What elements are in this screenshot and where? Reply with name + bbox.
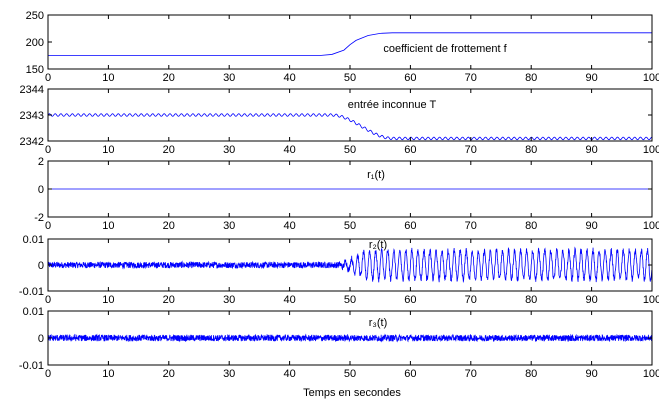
x-tick-label: 20 [163,368,175,380]
y-tick-label: -2 [34,212,44,224]
annotation-1: coefficient de frottement f [383,43,507,55]
x-tick-label: 30 [223,220,235,232]
axes-frame-2 [47,88,653,142]
series-line-5 [48,333,652,343]
series-line-4 [48,246,652,283]
x-tick-label: 30 [223,144,235,156]
x-tick-label: 20 [163,220,175,232]
x-tick-label: 90 [585,220,597,232]
x-tick-label: 50 [344,220,356,232]
x-tick-label: 0 [45,294,51,306]
x-tick-label: 80 [525,220,537,232]
x-tick-label: 0 [45,368,51,380]
x-tick-label: 30 [223,294,235,306]
x-tick-label: 60 [404,144,416,156]
annotation-2: entrée inconnue T [348,99,437,111]
x-tick-label: 70 [465,144,477,156]
x-tick-label: 80 [525,144,537,156]
x-tick-label: 80 [525,368,537,380]
x-tick-label: 90 [585,294,597,306]
x-tick-label: 10 [102,294,114,306]
x-tick-label: 40 [283,368,295,380]
x-tick-label: 40 [283,72,295,84]
x-tick-label: 40 [283,220,295,232]
x-tick-label: 50 [344,144,356,156]
x-tick-label: 0 [45,220,51,232]
x-tick-label: 40 [283,144,295,156]
x-tick-label: 0 [45,144,51,156]
x-tick-label: 70 [465,368,477,380]
x-tick-label: 40 [283,294,295,306]
annotation-5: r₃(t) [369,317,388,329]
x-tick-label: 20 [163,144,175,156]
subplot-2: 0 10 20 30 40 50 60 70 80 90 100 2342 2343 2344 entrée… [20,84,659,156]
x-tick-label: 60 [404,294,416,306]
x-tick-label: 70 [465,220,477,232]
y-tick-label: 2 [38,156,44,168]
y-tick-label: 0 [38,333,44,345]
x-tick-label: 20 [163,72,175,84]
y-tick-label: 0.01 [23,306,44,318]
x-tick-label: 100 [643,72,659,84]
x-tick-label: 90 [585,368,597,380]
x-tick-label: 30 [223,72,235,84]
x-tick-label: 50 [344,368,356,380]
y-tick-label: 2342 [20,136,44,148]
x-tick-label: 10 [102,72,114,84]
x-tick-label: 100 [643,368,659,380]
x-tick-label: 80 [525,72,537,84]
y-tick-label: 250 [26,10,44,22]
y-tick-label: 0 [38,260,44,272]
y-tick-label: -0.01 [19,286,44,298]
y-tick-label: 2343 [20,110,44,122]
x-tick-label: 60 [404,72,416,84]
x-tick-label: 100 [643,144,659,156]
x-tick-label: 10 [102,220,114,232]
x-tick-label: 10 [102,144,114,156]
x-tick-label: 90 [585,72,597,84]
x-tick-label: 60 [404,220,416,232]
y-tick-label: -0.01 [19,360,44,372]
x-axis-label: Temps en secondes [303,387,401,399]
series-line-1 [48,32,652,56]
y-tick-label: 2344 [20,84,44,96]
x-tick-label: 80 [525,294,537,306]
x-tick-label: 100 [643,294,659,306]
y-tick-label: 150 [26,64,44,76]
series-line-2 [48,113,652,141]
x-tick-label: 70 [465,72,477,84]
x-tick-label: 100 [643,220,659,232]
x-tick-label: 10 [102,368,114,380]
x-tick-label: 20 [163,294,175,306]
subplot-1: 0 10 20 30 40 50 60 70 80 90 100 150 200 250 coefficie… [26,10,659,84]
x-tick-label: 30 [223,368,235,380]
annotation-4: r₂(t) [369,239,387,251]
y-tick-label: 0 [38,184,44,196]
x-tick-label: 50 [344,72,356,84]
y-tick-label: 0.01 [23,234,44,246]
x-tick-label: 70 [465,294,477,306]
y-tick-label: 200 [26,37,44,49]
x-tick-label: 60 [404,368,416,380]
x-tick-label: 0 [45,72,51,84]
x-tick-label: 50 [344,294,356,306]
axes-frame-1 [47,14,653,70]
x-tick-label: 90 [585,144,597,156]
annotation-3: r₁(t) [367,169,385,181]
